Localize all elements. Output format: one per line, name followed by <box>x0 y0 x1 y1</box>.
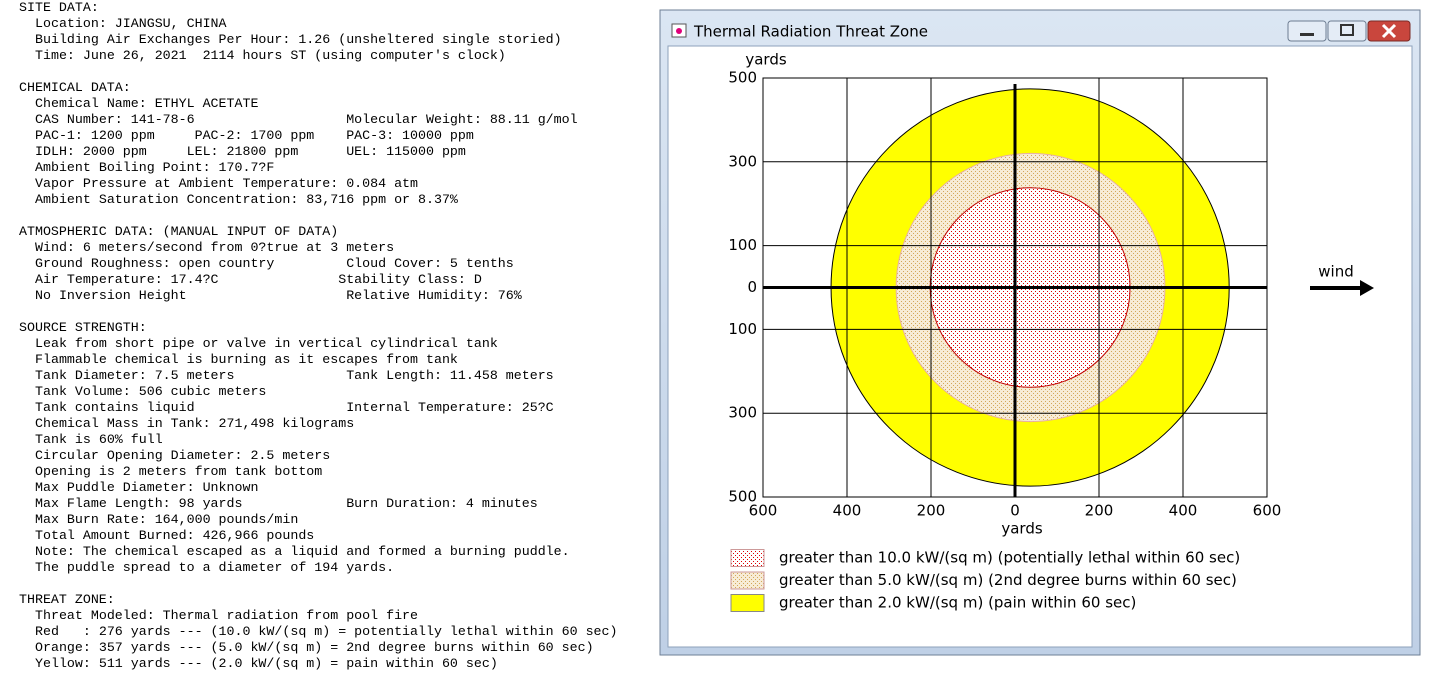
report-line: Yellow: 511 yards --- (2.0 kW/(sq m) = p… <box>35 656 498 671</box>
report-line: Tank Diameter: 7.5 meters Tank Length: 1… <box>35 368 554 383</box>
close-button[interactable] <box>1367 20 1411 42</box>
y-tick-label: 100 <box>728 236 757 254</box>
legend-swatch <box>730 549 765 567</box>
report-section: CHEMICAL DATA: Chemical Name: ETHYL ACETA… <box>19 80 618 208</box>
report-line: PAC-1: 1200 ppm PAC-2: 1700 ppm PAC-3: 1… <box>35 128 474 143</box>
y-axis-label: yards <box>745 51 786 69</box>
report-line: Leak from short pipe or valve in vertica… <box>35 336 498 351</box>
report-section: SITE DATA: Location: JIANGSU, CHINA Buildi… <box>19 0 618 64</box>
legend-label: greater than 10.0 kW/(sq m) (potentially… <box>779 549 1240 567</box>
report-line: Tank is 60% full <box>35 432 163 447</box>
plot-border <box>762 77 1268 498</box>
y-tick-label: 300 <box>728 152 757 170</box>
x-axis-label: yards <box>1001 520 1042 538</box>
report-line: Threat Modeled: Thermal radiation from p… <box>35 608 419 623</box>
report-line: No Inversion Height Relative Humidity: 7… <box>35 288 522 303</box>
report-line: Max Puddle Diameter: Unknown <box>35 480 259 495</box>
y-tick-label: 500 <box>728 69 757 87</box>
y-tick-label: 300 <box>728 404 757 422</box>
report-line: Ambient Boiling Point: 170.7?F <box>35 160 275 175</box>
x-tick-label: 200 <box>1085 502 1114 520</box>
report-line: Max Burn Rate: 164,000 pounds/min <box>35 512 299 527</box>
report-section: THREAT ZONE: Threat Modeled: Thermal radi… <box>19 592 618 672</box>
report-line: The puddle spread to a diameter of 194 y… <box>35 560 395 575</box>
report-line: Vapor Pressure at Ambient Temperature: 0… <box>35 176 419 191</box>
section-heading: SITE DATA: <box>19 0 99 15</box>
window-title: Thermal Radiation Threat Zone <box>693 23 928 41</box>
x-tick-label: 600 <box>749 502 778 520</box>
report-line: Opening is 2 meters from tank bottom <box>35 464 323 479</box>
report-line: Time: June 26, 2021 2114 hours ST (using… <box>35 48 506 63</box>
report-line: IDLH: 2000 ppm LEL: 21800 ppm UEL: 11500… <box>35 144 466 159</box>
report-line: Ground Roughness: open country Cloud Cov… <box>35 256 514 271</box>
x-tick-label: 400 <box>1169 502 1198 520</box>
report-line: CAS Number: 141-78-6 Molecular Weight: 8… <box>35 112 578 127</box>
x-tick-label: 600 <box>1253 502 1282 520</box>
report-line: Tank contains liquid Internal Temperatur… <box>35 400 554 415</box>
section-heading: SOURCE STRENGTH: <box>19 320 147 335</box>
report-line: Total Amount Burned: 426,966 pounds <box>35 528 315 543</box>
report-line: Max Flame Length: 98 yards Burn Duration… <box>35 496 538 511</box>
report-line: Chemical Mass in Tank: 271,498 kilograms <box>35 416 355 431</box>
report-line: Red : 276 yards --- (10.0 kW/(sq m) = po… <box>35 624 618 639</box>
report-section: ATMOSPHERIC DATA: (MANUAL INPUT OF DATA)… <box>19 224 618 304</box>
report-section: SOURCE STRENGTH: Leak from short pipe or … <box>19 320 618 576</box>
window-icon-dot <box>676 28 682 34</box>
minimize-button[interactable] <box>1287 20 1327 42</box>
legend-swatch <box>730 594 765 612</box>
report-line: Air Temperature: 17.4?C Stability Class:… <box>35 272 482 287</box>
report-line: Flammable chemical is burning as it esca… <box>35 352 458 367</box>
y-tick-label: 500 <box>728 488 757 506</box>
report-line: Chemical Name: ETHYL ACETATE <box>35 96 259 111</box>
section-heading: ATMOSPHERIC DATA: (MANUAL INPUT OF DATA) <box>19 224 339 239</box>
legend-swatch <box>730 571 765 590</box>
report-line: Circular Opening Diameter: 2.5 meters <box>35 448 331 463</box>
section-heading: CHEMICAL DATA: <box>19 80 131 95</box>
report-line: Orange: 357 yards --- (5.0 kW/(sq m) = 2… <box>35 640 594 655</box>
y-tick-label: 100 <box>728 320 757 338</box>
report-line: Note: The chemical escaped as a liquid a… <box>35 544 570 559</box>
report-line: Tank Volume: 506 cubic meters <box>35 384 267 399</box>
y-tick-label: 0 <box>747 278 757 296</box>
report: SITE DATA: Location: JIANGSU, CHINA Buildi… <box>19 0 618 688</box>
x-tick-label: 0 <box>1010 502 1020 520</box>
x-tick-label: 400 <box>833 502 862 520</box>
report-line: Ambient Saturation Concentration: 83,716… <box>35 192 458 207</box>
report-line: Location: JIANGSU, CHINA <box>35 16 227 31</box>
legend-label: greater than 5.0 kW/(sq m) (2nd degree b… <box>779 571 1237 589</box>
wind-arrow-head <box>1360 280 1374 296</box>
section-heading: THREAT ZONE: <box>19 592 115 607</box>
legend-label: greater than 2.0 kW/(sq m) (pain within … <box>779 594 1136 612</box>
maximize-button[interactable] <box>1327 20 1367 42</box>
wind-label: wind <box>1318 263 1353 281</box>
report-line: Wind: 6 meters/second from 0?true at 3 m… <box>35 240 395 255</box>
x-tick-label: 200 <box>917 502 946 520</box>
report-line: Building Air Exchanges Per Hour: 1.26 (u… <box>35 32 562 47</box>
